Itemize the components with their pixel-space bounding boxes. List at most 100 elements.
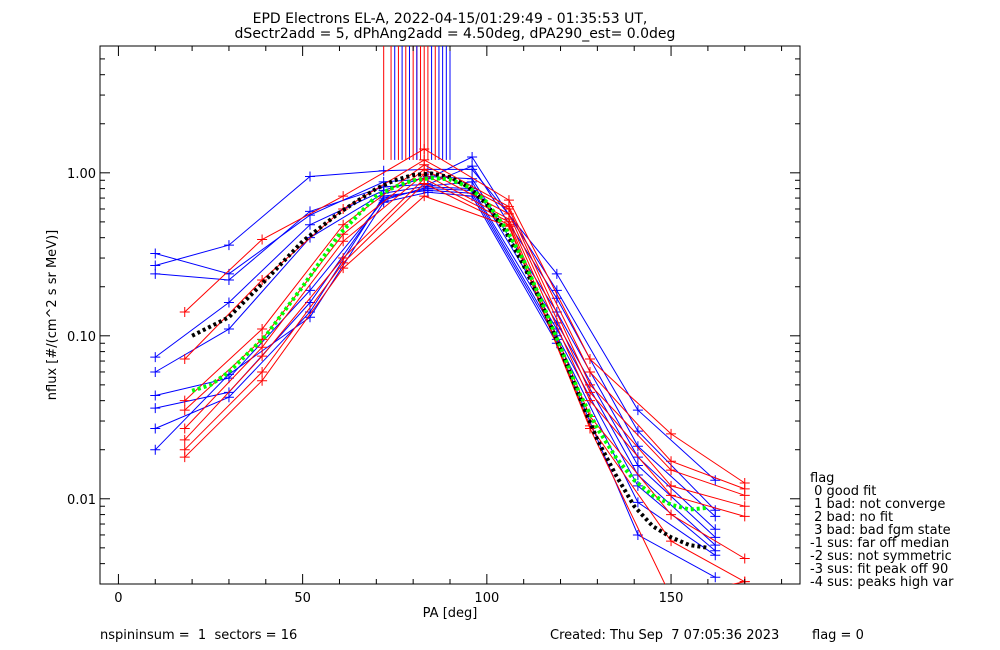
x-tick-label: 150: [659, 591, 684, 606]
chart-title-line1: EPD Electrons EL-A, 2022-04-15/01:29:49 …: [253, 11, 648, 27]
series-line: [155, 186, 716, 546]
data-point: [305, 219, 315, 230]
data-point: [223, 324, 234, 335]
y-tick-label: 1.00: [67, 167, 96, 182]
data-point: [150, 423, 161, 434]
legend-item: 1 bad: not converge: [810, 497, 945, 512]
data-point: [632, 405, 643, 416]
x-tick-label: 0: [114, 591, 122, 606]
data-point: [305, 171, 315, 182]
data-point: [338, 263, 349, 274]
chart-title-line2: dSectr2add = 5, dPhAng2add = 4.50deg, dP…: [235, 26, 676, 42]
data-point: [150, 403, 161, 414]
data-point: [150, 268, 161, 279]
series-line: [184, 159, 745, 490]
data-point: [257, 274, 268, 285]
series-line: [155, 188, 716, 552]
data-point: [150, 444, 161, 455]
data-point: [551, 268, 562, 279]
data-point: [338, 191, 349, 202]
data-point: [179, 452, 190, 463]
data-point: [257, 351, 268, 362]
footer-sectors: nspininsum = 1 sectors = 16: [100, 628, 297, 643]
data-point: [179, 434, 190, 445]
x-tick-label: 100: [474, 591, 499, 606]
data-point: [739, 490, 750, 501]
series-line: [184, 173, 745, 517]
data-point: [150, 390, 161, 401]
data-point: [632, 497, 643, 508]
data-point: [179, 306, 190, 317]
y-axis-label: nflux [#/(cm^2 s sr MeV)]: [45, 230, 60, 400]
data-point: [223, 297, 234, 308]
x-tick-label: 50: [294, 591, 311, 606]
data-point: [223, 392, 234, 403]
data-point: [585, 395, 595, 406]
data-point: [467, 161, 478, 172]
black-fit-curve: [191, 171, 709, 550]
legend-item: 3 bad: bad fgm state: [810, 523, 951, 538]
data-point: [305, 206, 315, 217]
data-point: [305, 285, 315, 296]
legend-item: -4 sus: peaks high var: [810, 575, 954, 590]
legend-item: 2 bad: no fit: [810, 510, 893, 525]
data-point: [257, 342, 268, 353]
data-point: [710, 475, 721, 486]
data-point: [257, 366, 268, 377]
data-point: [710, 550, 721, 561]
data-point: [585, 423, 595, 434]
data-point: [150, 366, 161, 377]
legend-item: -2 sus: not symmetric: [810, 549, 952, 564]
data-point: [257, 234, 268, 245]
data-point: [179, 405, 190, 416]
data-point: [739, 511, 750, 522]
data-point: [223, 274, 234, 285]
data-point: [710, 511, 721, 522]
green-fit-curve: [191, 175, 709, 512]
series-line: [184, 148, 745, 484]
y-tick-label: 0.10: [67, 330, 96, 345]
data-point: [338, 236, 349, 247]
data-point: [257, 375, 268, 386]
data-point: [739, 553, 750, 564]
plot-area: [150, 46, 750, 584]
data-point: [419, 178, 430, 189]
data-point: [585, 366, 595, 377]
series-line: [154, 191, 716, 578]
data-point: [179, 395, 190, 406]
legend-item: 0 good fit: [810, 484, 876, 499]
footer-flag: flag = 0: [812, 628, 864, 643]
series-line: [184, 168, 745, 507]
data-point: [179, 423, 190, 434]
legend: flag 0 good fit 1 bad: not converge 2 ba…: [810, 471, 954, 590]
data-point: [467, 152, 478, 163]
data-point: [150, 260, 161, 271]
data-point: [666, 456, 677, 467]
series-line: [184, 182, 745, 583]
data-point: [585, 354, 595, 365]
data-point: [666, 509, 677, 520]
data-point: [739, 501, 750, 512]
data-point: [666, 465, 677, 476]
data-point: [179, 354, 190, 365]
data-point: [150, 248, 161, 259]
data-point: [419, 144, 430, 155]
y-tick-label: 0.01: [67, 493, 96, 508]
footer-created: Created: Thu Sep 7 07:05:36 2023: [550, 628, 779, 643]
data-point: [257, 324, 268, 335]
axis-ticks: 0 50 100 150 0.01 0.10 1.00: [67, 45, 800, 606]
data-point: [223, 240, 234, 251]
data-point: [666, 480, 677, 491]
series-line: [184, 195, 745, 584]
data-point: [666, 490, 677, 501]
data-point: [150, 352, 161, 363]
data-point: [632, 480, 643, 491]
data-point: [710, 572, 721, 583]
data-point: [666, 428, 677, 439]
data-point: [632, 441, 643, 452]
legend-item: -1 sus: far off median: [810, 536, 949, 551]
data-point: [503, 221, 514, 232]
x-axis-label: PA [deg]: [423, 606, 478, 621]
legend-title: flag: [810, 471, 834, 486]
